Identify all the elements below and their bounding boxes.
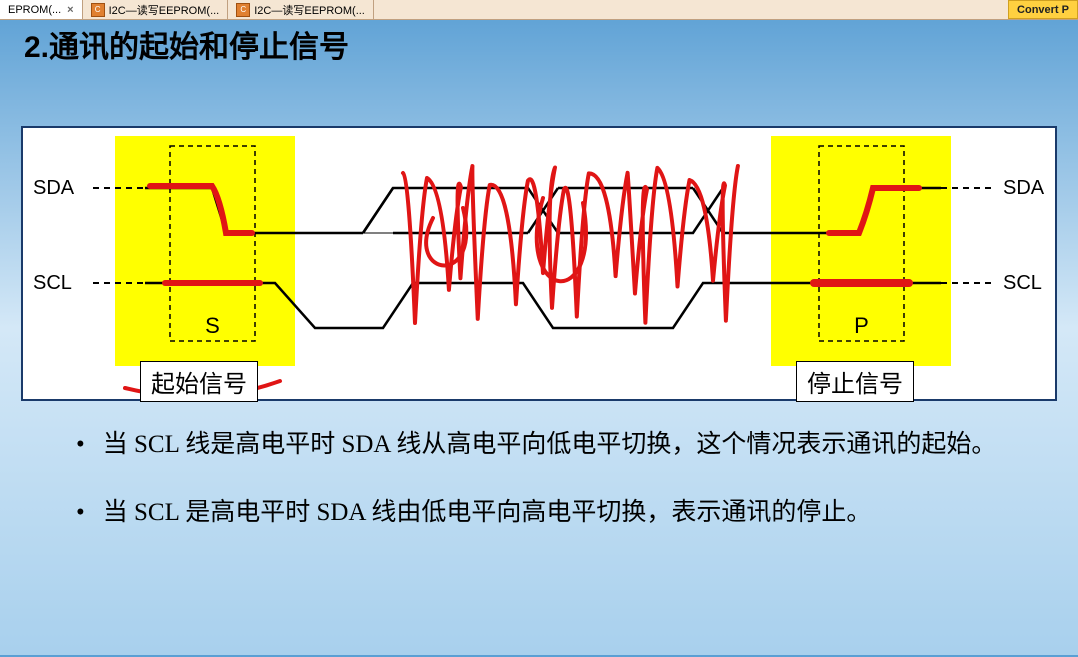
slide-title: 2.通讯的起始和停止信号 bbox=[24, 22, 1058, 66]
list-item: • 当 SCL 是高电平时 SDA 线由低电平向高电平切换，表示通讯的停止。 bbox=[70, 494, 1008, 532]
svg-text:SDA: SDA bbox=[33, 177, 75, 199]
start-signal-label: 起始信号 bbox=[140, 361, 258, 402]
tab-eprom[interactable]: EPROM(... × bbox=[0, 0, 83, 19]
svg-text:SCL: SCL bbox=[33, 272, 72, 294]
bullet-text: 当 SCL 是高电平时 SDA 线由低电平向高电平切换，表示通讯的停止。 bbox=[103, 494, 872, 532]
svg-text:SDA: SDA bbox=[1003, 177, 1045, 199]
tab-bar: EPROM(... × C I2C—读写EEPROM(... C I2C—读写E… bbox=[0, 0, 1078, 20]
close-icon[interactable]: × bbox=[67, 4, 73, 16]
bullet-icon: • bbox=[76, 426, 85, 464]
svg-text:SCL: SCL bbox=[1003, 272, 1042, 294]
convert-button[interactable]: Convert P bbox=[1008, 0, 1078, 19]
tab-label: I2C—读写EEPROM(... bbox=[109, 2, 220, 18]
bullet-text: 当 SCL 线是高电平时 SDA 线从高电平向低电平切换，这个情况表示通讯的起始… bbox=[103, 426, 997, 464]
tab-i2c-1[interactable]: C I2C—读写EEPROM(... bbox=[83, 0, 229, 19]
tab-label: EPROM(... bbox=[8, 4, 61, 16]
file-icon: C bbox=[236, 3, 250, 17]
file-icon: C bbox=[91, 3, 105, 17]
svg-text:P: P bbox=[854, 313, 869, 338]
bullet-icon: • bbox=[76, 494, 85, 532]
timing-diagram: SDA SCL SDA SCL S P 起始信号 停止信号 bbox=[21, 126, 1057, 401]
stop-signal-label: 停止信号 bbox=[796, 361, 914, 402]
slide-content: 2.通讯的起始和停止信号 SDA SCL SDA SCL S P 起始信号 停止信号 • … bbox=[0, 22, 1078, 657]
svg-text:S: S bbox=[205, 313, 220, 338]
bullet-list: • 当 SCL 线是高电平时 SDA 线从高电平向低电平切换，这个情况表示通讯的… bbox=[70, 426, 1008, 531]
tab-i2c-2[interactable]: C I2C—读写EEPROM(... bbox=[228, 0, 374, 19]
convert-label: Convert P bbox=[1017, 4, 1069, 16]
tab-label: I2C—读写EEPROM(... bbox=[254, 2, 365, 18]
list-item: • 当 SCL 线是高电平时 SDA 线从高电平向低电平切换，这个情况表示通讯的… bbox=[70, 426, 1008, 464]
